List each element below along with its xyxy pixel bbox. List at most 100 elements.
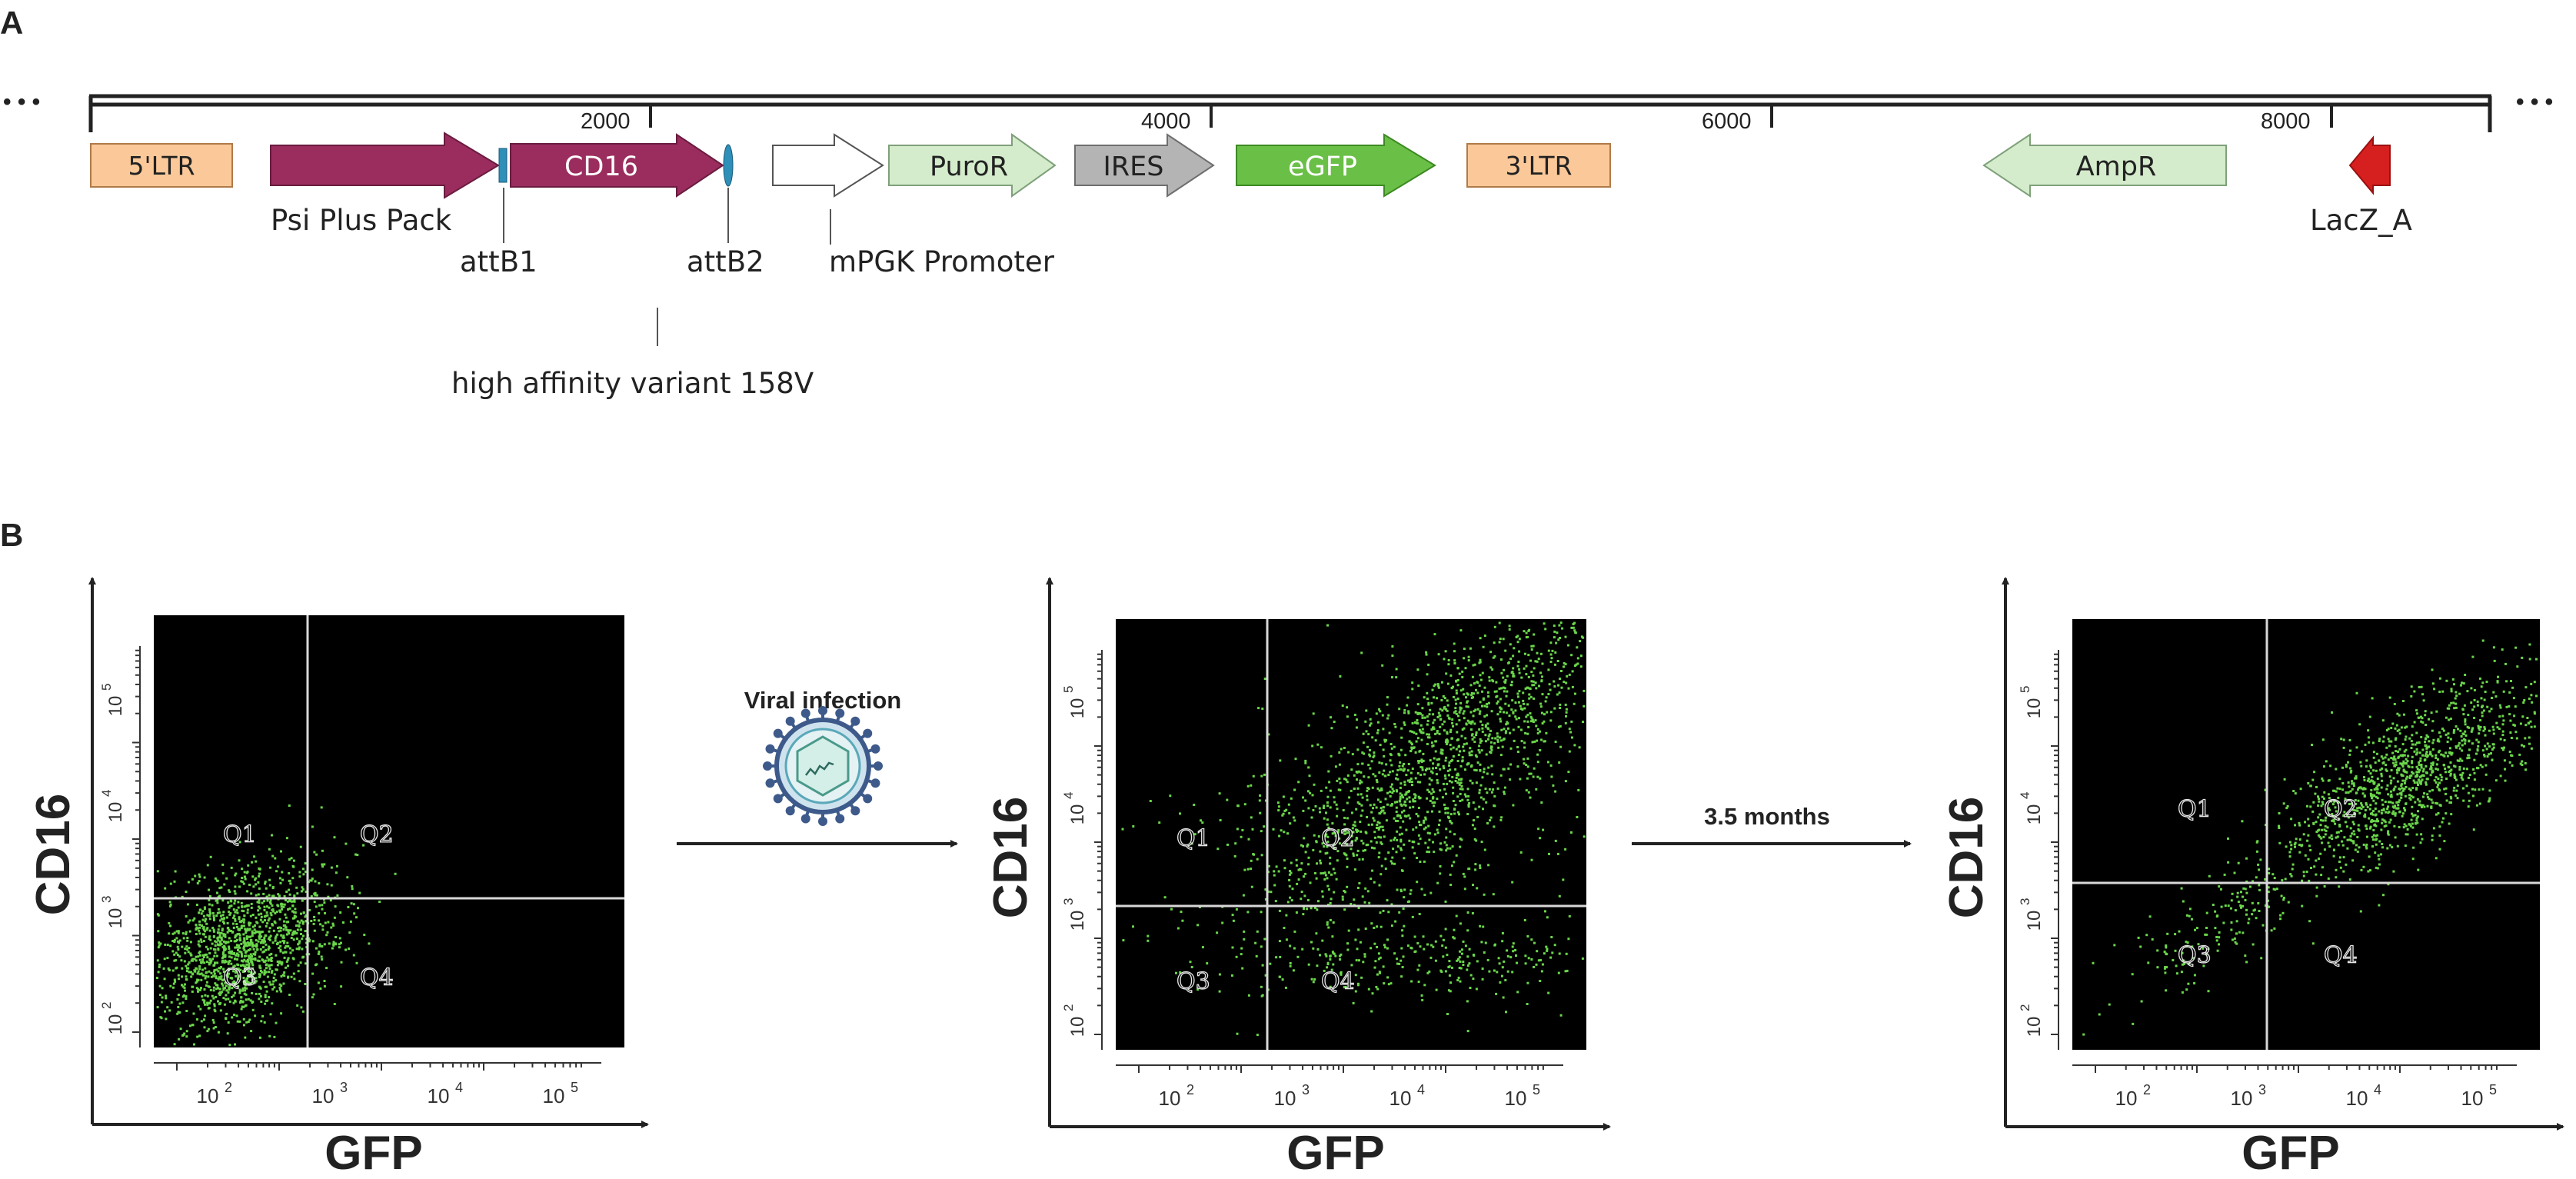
psi-arrow xyxy=(270,132,500,199)
virus-spike-head xyxy=(835,814,845,824)
cd16-label: CD16 xyxy=(564,152,638,182)
ellipsis-right: • • • xyxy=(2516,89,2553,115)
ires-arrow xyxy=(1074,133,1215,198)
y-tick-label: 10 xyxy=(1067,1017,1088,1037)
y-tick-label: 10 xyxy=(105,1014,126,1035)
x-tick-label: 10 xyxy=(197,1084,219,1107)
y-tick-exponent: 3 xyxy=(99,896,114,903)
virus-spike-head xyxy=(870,778,880,788)
lacz-label: LacZ_A xyxy=(2310,204,2412,237)
x-tick-exponent: 4 xyxy=(1417,1082,1425,1097)
plot-background xyxy=(154,615,624,1047)
virus-spike-head xyxy=(835,708,845,718)
virus-spike-head xyxy=(785,806,795,816)
x-tick-exponent: 3 xyxy=(1302,1082,1310,1097)
ruler-tick-6000: 6000 xyxy=(1702,109,1752,134)
quadrant-q4-label: Q4 xyxy=(1321,968,1355,995)
attb2-label: attB2 xyxy=(687,245,764,278)
virus-spike-head xyxy=(785,716,795,726)
y-axis-title: CD16 xyxy=(984,797,1037,919)
virus-spike-head xyxy=(818,706,827,715)
virus-spike-head xyxy=(850,716,860,726)
flow-plot-3: Q1 Q2 Q3 Q4 GFP CD16 10 2 10 3 10 4 10 5 10 2 10 3 10 4 10 5 xyxy=(1940,577,2564,1179)
virus-spike-head xyxy=(863,794,873,804)
y-tick-exponent: 2 xyxy=(99,1002,114,1009)
x-tick-label: 10 xyxy=(543,1084,565,1107)
x-tick-exponent: 4 xyxy=(2374,1082,2381,1097)
x-tick-label: 10 xyxy=(1390,1087,1412,1110)
egfp-label: eGFP xyxy=(1288,152,1357,182)
x-tick-exponent: 3 xyxy=(340,1080,348,1095)
y-tick-exponent: 3 xyxy=(1061,898,1076,905)
flow-plot-1: Q1 Q2 Q3 Q4 GFP CD16 10 2 10 3 10 4 10 5 10 2 10 3 10 4 10 5 xyxy=(27,577,649,1179)
y-tick-label: 10 xyxy=(1067,804,1088,825)
ampr-arrow xyxy=(1982,133,2227,198)
lacz-arrow xyxy=(2348,135,2391,195)
x-tick-exponent: 5 xyxy=(571,1080,578,1095)
virus-spike-head xyxy=(874,761,883,771)
x-tick-label: 10 xyxy=(428,1084,450,1107)
quadrant-q2-label: Q2 xyxy=(360,821,394,848)
panel-b-label: B xyxy=(0,517,23,553)
x-tick-exponent: 2 xyxy=(1186,1082,1194,1097)
mpgk-label: mPGK Promoter xyxy=(829,245,1055,278)
quadrant-q3-label: Q3 xyxy=(223,964,257,991)
psi-label: Psi Plus Pack xyxy=(271,204,452,237)
virus-spike-head xyxy=(763,761,772,771)
y-tick-label: 10 xyxy=(105,908,126,929)
y-tick-label: 10 xyxy=(2024,698,2045,719)
x-tick-label: 10 xyxy=(1505,1087,1527,1110)
y-tick-label: 10 xyxy=(105,696,126,717)
x-tick-exponent: 5 xyxy=(2489,1082,2497,1097)
event-dots xyxy=(2082,639,2538,1036)
virus-spike-head xyxy=(773,728,783,738)
plasmid-ruler xyxy=(88,94,2492,132)
ltr3-label: 3'LTR xyxy=(1506,151,1573,181)
mpgk-promoter-arrow xyxy=(772,133,884,198)
virus-spike-head xyxy=(850,806,860,816)
ltr5-box xyxy=(90,143,233,188)
time-label: 3.5 months xyxy=(1704,803,1830,830)
y-tick-label: 10 xyxy=(2024,911,2045,931)
x-tick-label: 10 xyxy=(2346,1087,2368,1110)
x-tick-exponent: 4 xyxy=(455,1080,463,1095)
quadrant-q2-label: Q2 xyxy=(1321,825,1355,852)
x-tick-label: 10 xyxy=(1159,1087,1181,1110)
y-tick-exponent: 4 xyxy=(2018,792,2032,799)
quadrant-q1-label: Q1 xyxy=(2178,796,2212,823)
quadrant-q3-label: Q3 xyxy=(2178,942,2212,969)
quadrant-q1-label: Q1 xyxy=(223,821,257,848)
y-tick-exponent: 5 xyxy=(1061,686,1076,693)
quadrant-q4-label: Q4 xyxy=(2324,942,2358,969)
virus-spike-head xyxy=(765,744,775,754)
virus-icon xyxy=(763,706,883,826)
virus-spike-head xyxy=(800,708,810,718)
y-axis-title: CD16 xyxy=(1940,797,1993,919)
ruler-tick-8000: 8000 xyxy=(2261,109,2311,134)
y-tick-label: 10 xyxy=(2024,1017,2045,1037)
x-axis-title: GFP xyxy=(1286,1127,1384,1179)
ltr5-label: 5'LTR xyxy=(128,151,195,181)
y-tick-exponent: 5 xyxy=(2018,686,2032,693)
x-tick-label: 10 xyxy=(312,1084,334,1107)
quadrant-q3-label: Q3 xyxy=(1177,968,1210,995)
quadrant-q4-label: Q4 xyxy=(360,964,394,991)
y-axis-title: CD16 xyxy=(27,794,80,916)
x-axis-title: GFP xyxy=(2242,1127,2339,1179)
x-tick-exponent: 5 xyxy=(1533,1082,1540,1097)
cd16-arrow xyxy=(510,133,724,198)
quadrant-q2-label: Q2 xyxy=(2324,796,2358,823)
y-tick-label: 10 xyxy=(2024,804,2045,825)
x-tick-label: 10 xyxy=(2231,1087,2253,1110)
y-tick-exponent: 4 xyxy=(99,790,114,797)
plot-background xyxy=(2072,619,2540,1050)
virus-capsid xyxy=(796,735,850,797)
attb1-marker xyxy=(498,148,508,183)
x-tick-label: 10 xyxy=(1274,1087,1296,1110)
puror-arrow xyxy=(888,133,1057,198)
x-tick-exponent: 3 xyxy=(2258,1082,2266,1097)
y-tick-exponent: 2 xyxy=(1061,1004,1076,1011)
virus-spike-head xyxy=(765,778,775,788)
x-axis-title: GFP xyxy=(324,1127,422,1179)
ellipsis-left: • • • xyxy=(3,89,40,115)
